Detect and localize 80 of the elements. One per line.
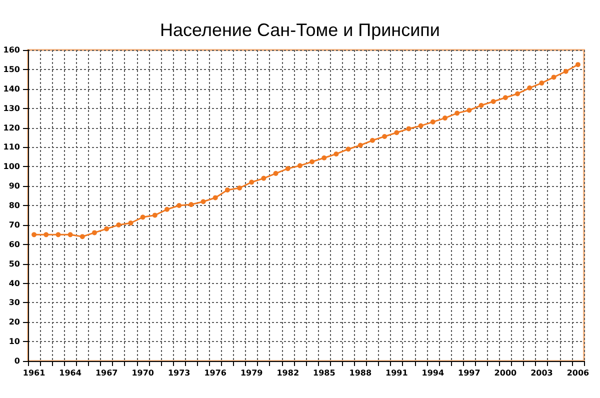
y-tick-label: 150 [3,64,20,74]
y-tick-label: 70 [8,220,20,230]
point [128,220,134,226]
y-tick-label: 90 [8,182,20,191]
point [56,232,61,238]
point [212,195,218,200]
y-tick-label: 100 [3,162,20,172]
x-tick-label: 1982 [276,368,299,378]
x-tick-label: 1961 [22,368,46,378]
x-tick-label: 2000 [494,368,517,378]
point [237,186,242,191]
x-tick-label: 1970 [132,368,154,378]
point [478,102,484,108]
point [44,232,49,238]
point [334,151,339,156]
y-tick-label: 80 [8,201,20,210]
point [539,80,544,86]
point [80,234,85,240]
y-tick-label: 20 [8,318,20,327]
point [164,206,170,212]
point [140,214,146,220]
x-tick-label: 1964 [59,368,82,378]
y-tick-label: 110 [3,142,20,152]
point [273,170,278,176]
point [104,226,110,232]
point [394,130,400,136]
point [454,110,460,116]
point [515,91,520,96]
y-tick-label: 120 [3,123,20,132]
y-tick-label: 160 [3,46,20,54]
point [32,232,37,238]
point [285,166,290,172]
point [406,126,412,132]
point [575,62,580,68]
point [310,159,315,164]
y-tick-label: 40 [8,278,20,288]
y-tick-label: 50 [8,259,20,268]
point [188,202,194,208]
x-tick-label: 1988 [349,368,372,378]
point [382,134,388,139]
chart-title: Население Сан-Томе и Принсипи [160,20,440,40]
x-tick-label: 1997 [458,368,480,378]
y-tick-label: 60 [8,240,20,249]
point [297,163,302,168]
x-tick-label: 1976 [204,368,227,378]
point [261,176,266,181]
x-tick-label: 1991 [386,368,408,378]
point [418,123,424,128]
point [370,138,375,143]
x-tick-label: 1973 [168,368,190,378]
y-tick-label: 0 [14,356,20,366]
x-tick-label: 2003 [530,368,553,378]
y-tick-label: 140 [3,84,20,94]
point [249,180,254,185]
point [430,119,436,124]
point [551,74,556,80]
point [68,232,73,238]
point [322,155,327,160]
point [116,222,122,228]
point [152,212,158,218]
point [346,146,351,152]
point [224,187,230,192]
point [442,116,448,121]
x-tick-label: 1994 [422,368,444,378]
point [200,199,206,204]
point [176,203,182,208]
point [92,230,97,236]
point [527,85,532,90]
point [502,95,508,100]
x-tick-label: 1967 [95,368,118,378]
y-tick-label: 10 [8,337,20,346]
point [466,108,472,113]
point [490,99,496,104]
y-tick-label: 30 [8,298,20,308]
x-tick-label: 1979 [240,368,264,378]
point [563,68,568,74]
x-tick-label: 2006 [566,368,590,378]
x-tick-label: 1985 [313,368,336,378]
point [358,142,363,148]
y-tick-label: 130 [3,104,20,113]
